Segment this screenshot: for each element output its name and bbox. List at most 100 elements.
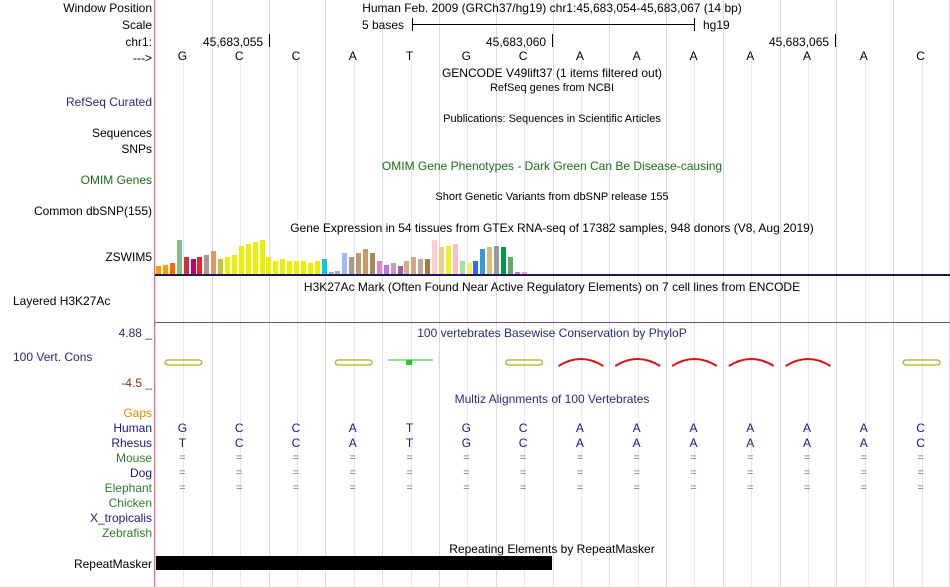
gtex-tissue-bar[interactable] (363, 249, 368, 274)
track-label-sequences[interactable]: Sequences (91, 126, 152, 140)
gtex-tissue-bar[interactable] (473, 260, 479, 274)
track-label-repeatmasker[interactable]: RepeatMasker (73, 557, 152, 571)
alignment-base: A (746, 436, 755, 450)
phylop-mark (504, 359, 544, 366)
gencode-title[interactable]: GENCODE V49lift37 (1 items filtered out) (441, 66, 663, 80)
gtex-tissue-bar[interactable] (287, 260, 293, 274)
scale-bar-left-tick (412, 18, 413, 31)
base-boundary-line (496, 0, 497, 587)
gtex-tissue-bar[interactable] (162, 264, 168, 274)
alignment-base: = (292, 482, 300, 494)
omim-title[interactable]: OMIM Gene Phenotypes - Dark Green Can Be… (381, 159, 723, 173)
gtex-bar-chart[interactable] (155, 236, 535, 274)
gtex-tissue-bar[interactable] (307, 262, 313, 274)
rmsk-title[interactable]: Repeating Elements by RepeatMasker (449, 542, 655, 556)
species-label[interactable]: Elephant (104, 481, 152, 495)
gtex-tissue-bar[interactable] (252, 241, 258, 274)
gtex-tissue-bar[interactable] (466, 262, 472, 274)
alignment-base: = (406, 467, 413, 479)
species-label[interactable]: Rhesus (111, 436, 152, 450)
track-label-refseq[interactable]: RefSeq Curated (65, 95, 152, 109)
dbsnp-title[interactable]: Short Genetic Variants from dbSNP releas… (435, 191, 669, 203)
alignment-base: = (349, 482, 356, 494)
gtex-tissue-bar[interactable] (328, 272, 334, 274)
species-label[interactable]: Dog (129, 466, 152, 480)
gtex-tissue-bar[interactable] (156, 266, 161, 274)
gtex-tissue-bar[interactable] (459, 260, 465, 274)
alignment-base: = (463, 482, 470, 494)
species-label[interactable]: Zebrafish (101, 526, 152, 540)
gtex-tissue-bar[interactable] (480, 249, 486, 274)
track-label-omim[interactable]: OMIM Genes (80, 173, 152, 187)
multiz-title[interactable]: Multiz Alignments of 100 Vertebrates (454, 392, 650, 406)
gtex-title[interactable]: Gene Expression in 54 tissues from GTEx … (290, 221, 814, 235)
h3k27ac-title[interactable]: H3K27Ac Mark (Often Found Near Active Re… (303, 280, 801, 294)
publications-title[interactable]: Publications: Sequences in Scientific Ar… (443, 113, 661, 125)
gtex-tissue-bar[interactable] (294, 260, 299, 274)
gtex-tissue-bar[interactable] (404, 260, 410, 274)
track-image-area[interactable]: Human Feb. 2009 (GRCh37/hg19) chr1:45,68… (155, 0, 950, 587)
gtex-tissue-bar[interactable] (452, 243, 458, 274)
coord-label: 45,683,055 (203, 35, 264, 49)
refseq-title[interactable]: RefSeq genes from NCBI (489, 82, 615, 94)
track-label-h3k27ac[interactable]: Layered H3K27Ac (13, 294, 111, 308)
track-label-gaps[interactable]: Gaps (123, 406, 152, 420)
gtex-tissue-bar[interactable] (376, 260, 382, 274)
gtex-tissue-bar[interactable] (204, 255, 210, 274)
gtex-tissue-bar[interactable] (514, 272, 520, 274)
gtex-tissue-bar[interactable] (418, 258, 424, 274)
gtex-tissue-bar[interactable] (314, 260, 320, 274)
species-label[interactable]: Mouse (115, 451, 152, 465)
gtex-tissue-bar[interactable] (356, 253, 362, 274)
repeat-element-block[interactable] (156, 556, 552, 570)
gtex-tissue-bar[interactable] (487, 247, 493, 274)
gtex-tissue-bar[interactable] (335, 271, 341, 274)
strand-arrow[interactable]: ---> (133, 51, 152, 65)
gtex-tissue-bar[interactable] (494, 245, 500, 274)
gtex-tissue-bar[interactable] (225, 256, 230, 274)
track-label-dbsnp[interactable]: Common dbSNP(155) (33, 204, 152, 218)
species-label[interactable]: X_tropicalis (89, 511, 152, 525)
gtex-tissue-bar[interactable] (176, 239, 182, 274)
gtex-tissue-bar[interactable] (438, 247, 444, 274)
gtex-tissue-bar[interactable] (390, 262, 396, 274)
alignment-base: = (747, 467, 754, 479)
gtex-tissue-bar[interactable] (300, 260, 306, 274)
gtex-tissue-bar[interactable] (238, 245, 244, 274)
gtex-tissue-bar[interactable] (349, 256, 355, 274)
gtex-tissue-bar[interactable] (231, 255, 237, 274)
phylop-title[interactable]: 100 vertebrates Basewise Conservation by… (417, 326, 687, 340)
species-label[interactable]: Chicken (108, 496, 152, 510)
gtex-tissue-bar[interactable] (169, 262, 175, 274)
gtex-tissue-bar[interactable] (245, 243, 251, 274)
gtex-tissue-bar[interactable] (321, 258, 327, 274)
gtex-tissue-bar[interactable] (183, 256, 189, 274)
gtex-tissue-bar[interactable] (507, 256, 513, 274)
gtex-tissue-bar[interactable] (190, 258, 196, 274)
gtex-tissue-bar[interactable] (218, 258, 224, 274)
gtex-tissue-bar[interactable] (425, 258, 431, 274)
track-label-gtex[interactable]: ZSWIM5 (105, 250, 152, 264)
species-label[interactable]: Human (113, 421, 152, 435)
gtex-tissue-bar[interactable] (432, 239, 437, 274)
alignment-base: C (291, 436, 301, 450)
gtex-tissue-bar[interactable] (445, 245, 451, 274)
track-label-snps[interactable]: SNPs (121, 142, 152, 156)
gtex-tissue-bar[interactable] (266, 256, 272, 274)
gtex-tissue-bar[interactable] (501, 247, 506, 274)
gtex-tissue-bar[interactable] (411, 256, 417, 274)
gtex-tissue-bar[interactable] (211, 251, 217, 274)
gtex-tissue-bar[interactable] (280, 258, 286, 274)
gtex-tissue-bar[interactable] (369, 253, 375, 274)
gtex-tissue-bar[interactable] (397, 266, 403, 274)
gtex-tissue-bar[interactable] (342, 253, 348, 274)
phylop-track[interactable] (155, 340, 950, 380)
coord-label: 45,683,065 (769, 35, 830, 49)
base-boundary-line (325, 0, 326, 587)
gtex-tissue-bar[interactable] (273, 260, 279, 274)
gtex-tissue-bar[interactable] (521, 272, 527, 274)
gtex-tissue-bar[interactable] (383, 264, 389, 274)
gtex-tissue-bar[interactable] (197, 256, 203, 274)
gtex-tissue-bar[interactable] (259, 239, 265, 274)
track-label-cons[interactable]: 100 Vert. Cons (13, 350, 93, 364)
